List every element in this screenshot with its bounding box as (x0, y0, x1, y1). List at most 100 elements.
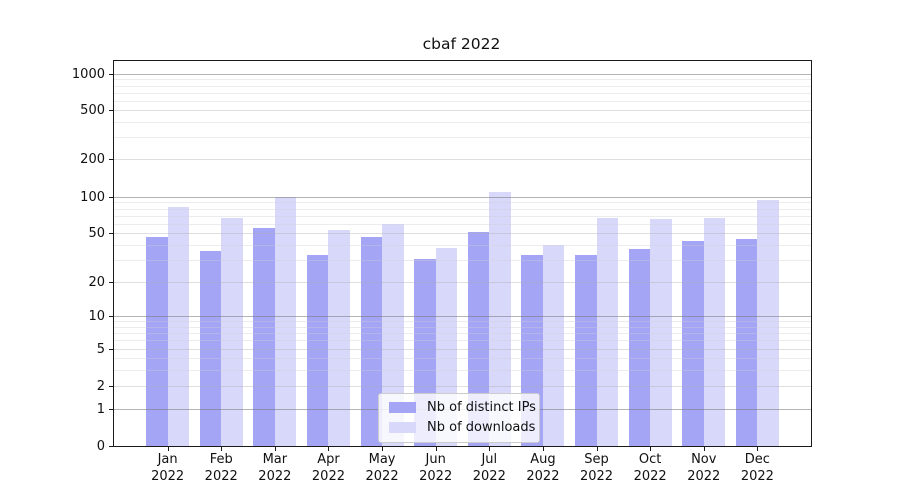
y-tick-label: 20 (88, 275, 105, 290)
x-tick-mark (382, 447, 384, 451)
x-tick-year: 2022 (633, 469, 667, 484)
legend: Nb of distinct IPs Nb of downloads (378, 393, 540, 443)
gridline-minor (114, 137, 811, 139)
x-tick-year: 2022 (258, 469, 292, 484)
y-tick-mark (109, 74, 113, 75)
x-tick-mark (328, 447, 330, 451)
x-tick-year: 2022 (311, 469, 345, 484)
x-tick-year: 2022 (204, 469, 238, 484)
x-tick-month: Dec (744, 452, 770, 467)
x-tick-month: Sep (584, 452, 609, 467)
legend-row: Nb of distinct IPs (389, 400, 536, 415)
legend-label: Nb of downloads (427, 420, 536, 435)
bar-downloads-may (382, 224, 404, 446)
x-tick-month: Aug (530, 452, 556, 467)
y-tick-label: 100 (80, 190, 105, 205)
bar-downloads-oct (650, 218, 672, 446)
bar-ips-dec (735, 238, 758, 446)
bar-downloads-feb (221, 217, 243, 446)
x-tick-label: Dec 2022 (725, 451, 789, 485)
y-tick-label: 2 (96, 379, 105, 394)
bar-ips-jan (146, 237, 168, 446)
x-tick-mark (167, 447, 169, 451)
x-tick-label: Feb 2022 (189, 451, 253, 485)
x-tick-mark (542, 447, 544, 451)
x-tick-mark (703, 447, 705, 451)
y-tick-mark (109, 110, 113, 111)
bar-ips-mar (253, 228, 275, 446)
y-tick-mark (109, 349, 113, 350)
bar-downloads-mar (274, 197, 297, 446)
x-tick-mark (596, 447, 598, 451)
bar-downloads-apr (328, 229, 350, 446)
y-tick-mark (109, 197, 113, 198)
plot-area: 0 1 2 5 10 20 50 100 200 500 1000 Jan 2022 Feb 2022 Ma… (72, 60, 812, 484)
x-tick-label: Aug 2022 (511, 451, 575, 485)
legend-swatch-downloads (389, 422, 416, 433)
y-tick-label: 50 (88, 226, 105, 241)
bar-ips-may (360, 237, 383, 446)
x-tick-label: Nov 2022 (672, 451, 736, 485)
bar-downloads-jul (489, 191, 511, 446)
x-tick-month: Apr (317, 452, 340, 467)
y-tick-label: 1 (96, 402, 105, 417)
gridline-minor (114, 92, 811, 94)
bar-downloads-jan (167, 206, 190, 446)
x-tick-mark (650, 447, 652, 451)
x-tick-year: 2022 (472, 469, 506, 484)
legend-swatch-ips (389, 402, 416, 413)
legend-label: Nb of distinct IPs (427, 400, 536, 415)
bar-ips-apr (306, 255, 329, 446)
x-tick-year: 2022 (151, 469, 185, 484)
bar-downloads-nov (703, 217, 726, 446)
gridline-minor (114, 208, 811, 210)
gridline-minor (114, 202, 811, 204)
gridline-mid (114, 110, 811, 111)
x-tick-label: Oct 2022 (618, 451, 682, 485)
bar-downloads-aug (542, 244, 565, 446)
y-tick-label: 10 (88, 309, 105, 324)
x-tick-label: Jan 2022 (136, 451, 200, 485)
x-tick-year: 2022 (419, 469, 453, 484)
x-tick-label: May 2022 (350, 451, 414, 485)
x-tick-label: Apr 2022 (296, 451, 360, 485)
x-tick-label: Sep 2022 (565, 451, 629, 485)
y-tick-mark (109, 409, 113, 410)
gridline-major (114, 197, 811, 198)
bar-ips-sep (575, 255, 597, 446)
chart-title: cbaf 2022 (422, 35, 501, 53)
x-tick-month: Jun (425, 452, 446, 467)
x-tick-mark (274, 447, 276, 451)
x-tick-mark (221, 447, 223, 451)
gridline-minor (114, 79, 811, 81)
bar-ips-oct (628, 249, 651, 446)
y-tick-mark (109, 159, 113, 160)
bar-ips-feb (199, 250, 222, 446)
legend-row: Nb of downloads (389, 420, 535, 435)
gridline-major (114, 74, 811, 75)
x-tick-year: 2022 (740, 469, 774, 484)
gridline-minor (114, 85, 811, 87)
x-tick-month: Feb (209, 452, 233, 467)
x-tick-mark (435, 447, 437, 451)
x-tick-month: Jul (481, 452, 498, 467)
y-tick-label: 200 (80, 152, 105, 167)
y-tick-label: 0 (96, 439, 105, 454)
y-tick-label: 5 (96, 342, 105, 357)
bar-downloads-dec (757, 199, 779, 446)
x-tick-year: 2022 (365, 469, 399, 484)
y-tick-label: 1000 (71, 67, 105, 82)
x-tick-month: Mar (262, 452, 288, 467)
x-tick-year: 2022 (526, 469, 560, 484)
x-tick-year: 2022 (687, 469, 721, 484)
gridline-minor (114, 100, 811, 102)
bar-ips-nov (682, 241, 704, 446)
x-tick-month: Nov (691, 452, 717, 467)
x-tick-month: May (368, 452, 396, 467)
y-tick-mark (109, 233, 113, 234)
bar-downloads-sep (596, 217, 619, 446)
x-tick-month: Oct (638, 452, 662, 467)
bar-ips-jul (467, 231, 490, 446)
gridline-mid (114, 159, 811, 160)
